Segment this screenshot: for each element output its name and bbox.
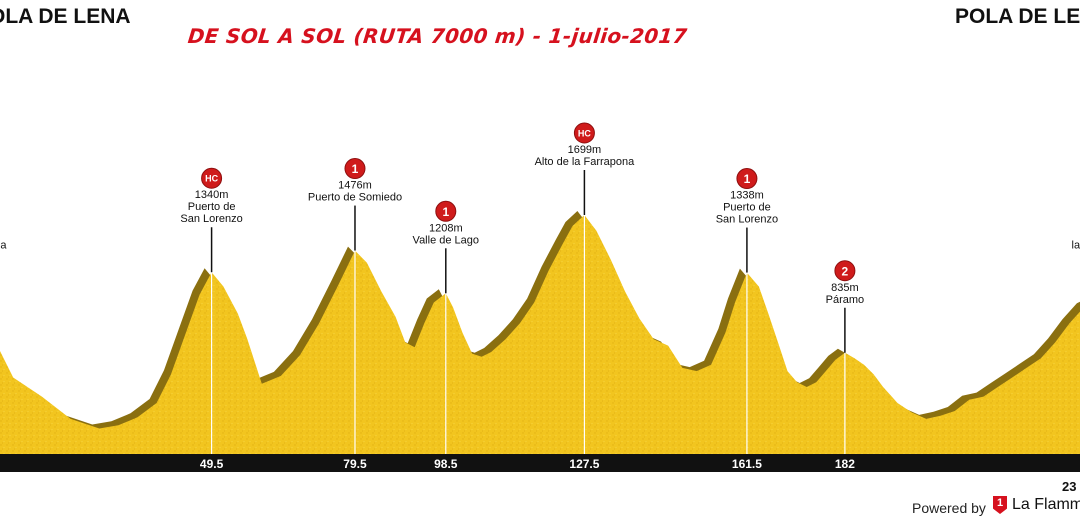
category-badge-icon <box>435 200 457 222</box>
powered-by-text: Powered by <box>912 500 986 516</box>
km-label: 49.5 <box>200 457 224 471</box>
climb-name: Valle de Lago <box>413 234 479 246</box>
category-badge-icon <box>573 122 595 144</box>
climb-altitude: 1340m <box>195 189 229 201</box>
category-badge-text: 1 <box>442 205 449 219</box>
category-badge-icon <box>834 260 856 282</box>
category-badge-text: HC <box>578 129 591 139</box>
category-badge-text: 1 <box>744 172 751 186</box>
climb-name: Puerto de Somiedo <box>308 192 402 204</box>
climb-name: San Lorenzo <box>716 214 778 226</box>
climb-marker-8: la CobertoriaAlto de1176m1 <box>1072 239 1080 251</box>
climb-altitude: 1208m <box>429 222 463 234</box>
climb-altitude: 835m <box>831 282 859 294</box>
chart-title: DE SOL A SOL (RUTA 7000 m) - 1-julio-201… <box>186 24 689 48</box>
climb-altitude: 1476m <box>338 180 372 192</box>
brand-logo: 1 La Flamme Rouge <box>993 496 1080 514</box>
summit-markers-layer: la CobertoriaAlto de1176m1San LorenzoPue… <box>0 122 1080 454</box>
climb-name: Puerto de <box>723 202 771 214</box>
distance-baseline-bar <box>0 454 1080 472</box>
climb-altitude: 1338m <box>730 190 764 202</box>
climb-name: Puerto de <box>188 201 236 213</box>
start-place-label: POLA DE LENA <box>0 4 131 30</box>
profile-area <box>0 215 1080 454</box>
category-badge-icon <box>736 168 758 190</box>
start-place-text: POLA DE LENA <box>0 5 131 28</box>
km-label: 161.5 <box>732 457 762 471</box>
climb-name: San Lorenzo <box>180 213 242 225</box>
category-badge-text: 1 <box>352 162 359 176</box>
climb-name: Páramo <box>826 294 865 306</box>
km-label: 79.5 <box>343 457 367 471</box>
km-label: 182 <box>835 457 855 471</box>
km-label: 98.5 <box>434 457 458 471</box>
climb-name: la Cobertoria <box>0 239 7 251</box>
climb-name: Alto de la Farrapona <box>535 156 636 168</box>
category-badge-icon <box>344 158 366 180</box>
flag-icon: 1 <box>993 496 1007 514</box>
climb-name: la Cobertoria <box>1072 239 1080 251</box>
profile-area-layer <box>0 211 1080 454</box>
total-distance-label: 23 <box>1062 479 1077 494</box>
climb-marker-1: la CobertoriaAlto de1176m1 <box>0 239 7 251</box>
category-badge-icon <box>201 167 223 189</box>
km-label: 127.5 <box>569 457 599 471</box>
climb-altitude: 1699m <box>568 144 602 156</box>
finish-place-label: POLA DE LENA <box>955 5 1080 28</box>
brand-name: La Flamme Rouge <box>1012 496 1080 513</box>
category-badge-text: HC <box>205 174 218 184</box>
category-badge-text: 2 <box>842 264 849 278</box>
